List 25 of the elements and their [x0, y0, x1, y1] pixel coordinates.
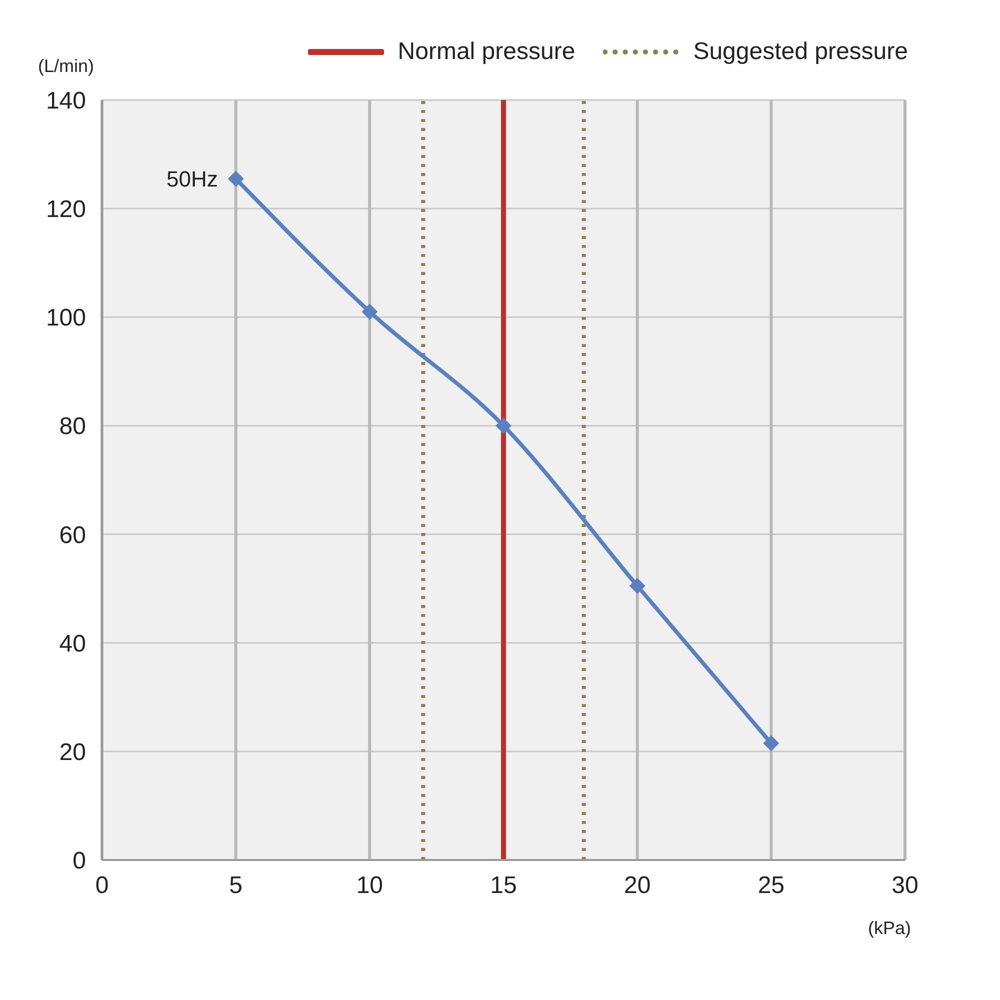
x-tick-label: 0 — [95, 872, 109, 900]
x-tick-label: 15 — [490, 872, 517, 900]
x-tick-label: 10 — [356, 872, 384, 900]
point — [763, 735, 780, 752]
y-tick-label: 0 — [72, 848, 86, 875]
series-label: 50Hz — [166, 166, 218, 192]
y-tick-label: 80 — [59, 413, 86, 440]
x-tick-label: 25 — [758, 872, 785, 900]
y-tick-label: 120 — [46, 196, 86, 224]
x-axis-title: (kPa) — [868, 918, 912, 939]
point — [228, 170, 244, 187]
point — [362, 304, 378, 320]
x-tick-label: 30 — [892, 872, 918, 900]
y-tick-label: 40 — [59, 630, 86, 658]
legend-label: Suggested pressure — [693, 38, 908, 66]
y-tick-label: 140 — [46, 88, 86, 115]
y-tick-label: 20 — [59, 738, 86, 766]
x-tick-label: 5 — [229, 872, 243, 900]
point — [629, 578, 646, 594]
x-tick-label: 20 — [624, 872, 651, 900]
y-axis-title: (L/min) — [38, 56, 94, 77]
point — [496, 418, 512, 434]
y-tick-label: 60 — [59, 522, 86, 549]
ref-line-label: Normal pressure — [398, 38, 576, 66]
y-tick-label: 100 — [46, 304, 86, 332]
